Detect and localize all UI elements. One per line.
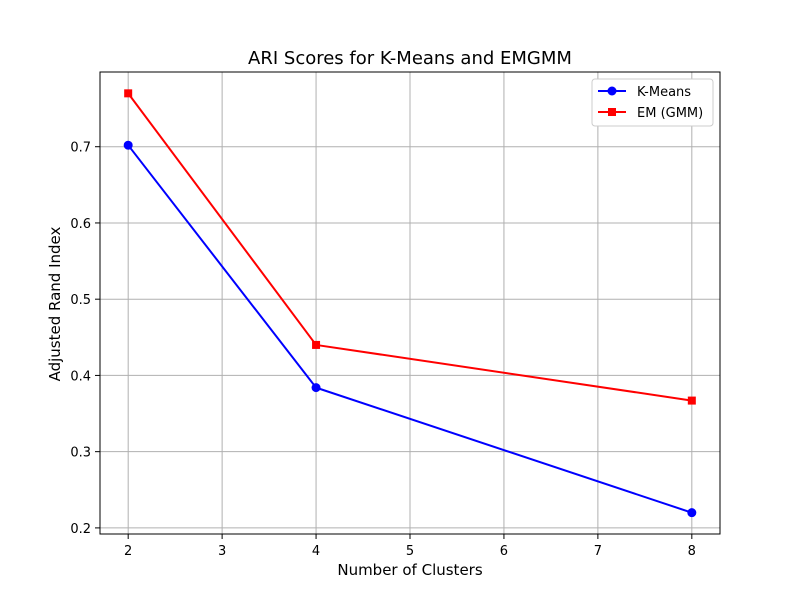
- grid-lines: [100, 72, 720, 534]
- x-tick-label: 5: [406, 544, 414, 559]
- y-tick-label: 0.3: [70, 446, 91, 461]
- em-gmm-marker: [312, 340, 321, 349]
- em-gmm-marker: [124, 89, 133, 98]
- chart-title: ARI Scores for K-Means and EMGMM: [248, 48, 572, 69]
- y-tick-label: 0.6: [70, 217, 91, 232]
- x-tick-label: 3: [218, 544, 226, 559]
- legend: K-Means EM (GMM): [591, 78, 714, 127]
- x-tick-label: 8: [688, 544, 696, 559]
- y-tick-label: 0.7: [70, 141, 91, 156]
- x-tick-label: 4: [312, 544, 320, 559]
- x-tick-label: 7: [594, 544, 602, 559]
- y-tick-label: 0.5: [70, 293, 91, 308]
- legend-k-means-marker: [607, 86, 617, 96]
- k-means-marker: [687, 508, 697, 518]
- y-axis-label: Adjusted Rand Index: [46, 226, 64, 381]
- k-means-marker: [123, 140, 133, 150]
- legend-k-means-label: K-Means: [637, 85, 691, 100]
- axes: 2 3 4 5 6 7 8 0.2 0.3 0.4 0.5 0.6 0.7: [70, 71, 721, 559]
- x-tick-label: 2: [124, 544, 132, 559]
- y-tick-label: 0.2: [70, 522, 91, 537]
- k-means-marker: [311, 383, 321, 393]
- data-series: [123, 89, 697, 518]
- em-gmm-marker: [687, 396, 696, 405]
- series-k-means: [123, 140, 697, 518]
- legend-em-gmm-label: EM (GMM): [637, 106, 703, 121]
- x-axis-label: Number of Clusters: [337, 561, 482, 579]
- x-tick-label: 6: [500, 544, 508, 559]
- series-em-gmm: [124, 89, 696, 405]
- y-tick-label: 0.4: [70, 369, 91, 384]
- legend-em-gmm-marker: [608, 108, 616, 116]
